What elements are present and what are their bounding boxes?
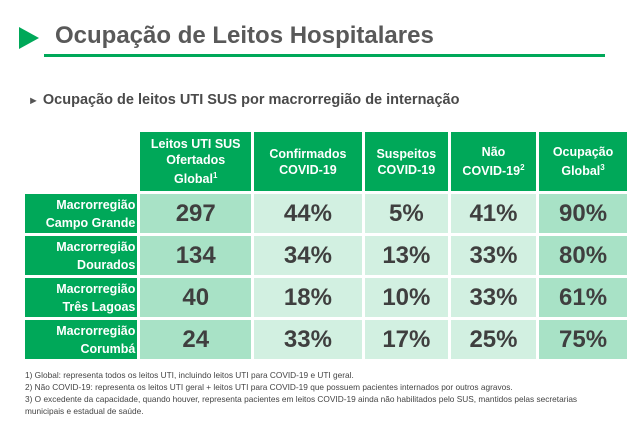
table-cell: 90% [539, 194, 627, 233]
header-leitos-ofertados: Leitos UTI SUS Ofertados Global1 [140, 132, 252, 191]
table-cell: 44% [254, 194, 362, 233]
row-label: Macrorregião Três Lagoas [25, 278, 138, 317]
table-cell: 33% [254, 320, 362, 359]
occupancy-table: Leitos UTI SUS Ofertados Global1 Confirmad… [22, 129, 630, 362]
table-cell: 134 [140, 236, 252, 275]
header-confirmados: Confirmados COVID-19 [254, 132, 362, 191]
page-title: Ocupação de Leitos Hospitalares [55, 22, 434, 49]
table-cell: 41% [450, 194, 537, 233]
footnote: 1) Global: representa todos os leitos UT… [25, 370, 354, 380]
table-cell: 25% [450, 320, 537, 359]
table-row: Macrorregião Corumbá 24 33% 17% 25% 75% [25, 320, 627, 359]
header-empty [25, 132, 137, 191]
table-cell: 5% [364, 194, 448, 233]
table-cell: 61% [539, 278, 627, 317]
footnotes: 1) Global: representa todos os leitos UT… [25, 369, 615, 417]
table-header-row: Leitos UTI SUS Ofertados Global1 Confirmad… [25, 132, 627, 191]
footnote: 2) Não COVID-19: representa os leitos UT… [25, 382, 513, 392]
row-label: Macrorregião Corumbá [25, 320, 138, 359]
header-nao-covid: Não COVID-192 [450, 132, 537, 191]
table-row: Macrorregião Três Lagoas 40 18% 10% 33% 61% [25, 278, 627, 317]
section-subtitle: ► Ocupação de leitos UTI SUS por macrorre… [28, 92, 459, 108]
row-label: Macrorregião Campo Grande [25, 194, 138, 233]
table-row: Macrorregião Dourados 134 34% 13% 33% 80% [25, 236, 627, 275]
triangle-bullet-icon: ► [28, 95, 39, 107]
table-cell: 33% [450, 278, 537, 317]
subtitle-text: Ocupação de leitos UTI SUS por macrorreg… [42, 92, 460, 108]
table-cell: 17% [364, 320, 448, 359]
footnote: 3) O excedente da capacidade, quando hou… [25, 394, 578, 416]
header-ocupacao-global: Ocupação Global3 [539, 132, 627, 191]
table-row: Macrorregião Campo Grande 297 44% 5% 41% 90% [25, 194, 627, 233]
table-cell: 33% [450, 236, 537, 275]
table-cell: 24 [140, 320, 252, 359]
title-divider [44, 54, 605, 57]
table-cell: 80% [539, 236, 627, 275]
table-cell: 75% [539, 320, 627, 359]
table-cell: 297 [140, 194, 252, 233]
table-cell: 13% [364, 236, 448, 275]
table-cell: 10% [364, 278, 448, 317]
table-cell: 40 [140, 278, 252, 317]
table-cell: 34% [254, 236, 362, 275]
table-cell: 18% [254, 278, 362, 317]
row-label: Macrorregião Dourados [25, 236, 138, 275]
header-suspeitos: Suspeitos COVID-19 [364, 132, 448, 191]
title-triangle-icon [19, 27, 39, 49]
